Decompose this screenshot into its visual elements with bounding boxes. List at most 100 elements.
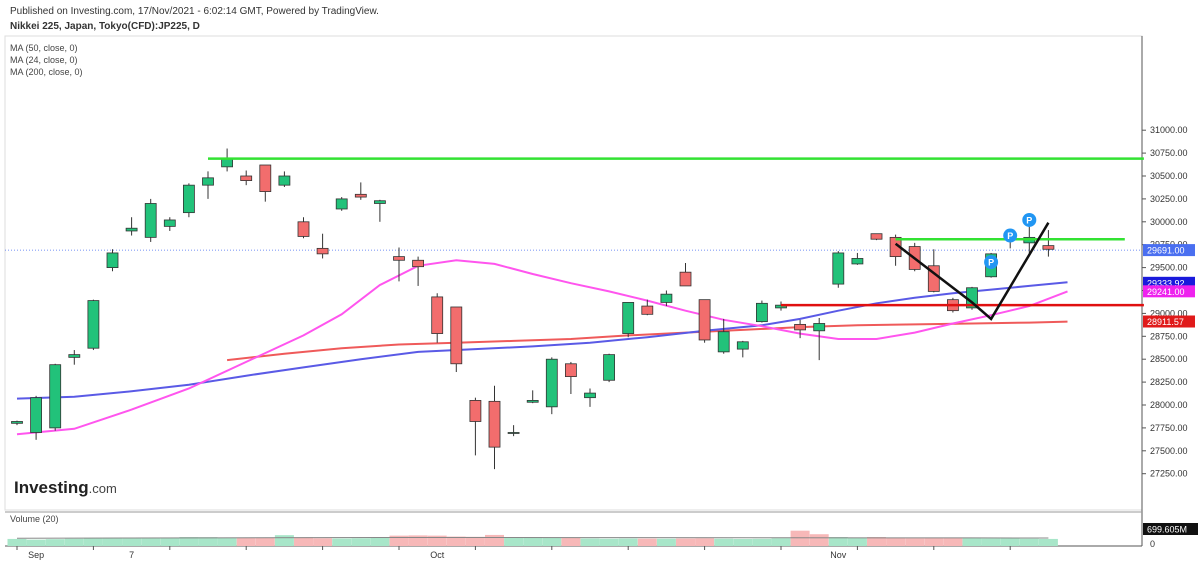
candle bbox=[125, 217, 138, 236]
candle-body bbox=[106, 252, 119, 269]
instrument-title: Nikkei 225, Japan, Tokyo(CFD):JP225, D bbox=[10, 21, 200, 32]
candle-body bbox=[1042, 245, 1055, 250]
pivot-marker-icon: P bbox=[1022, 212, 1037, 227]
candle-body bbox=[545, 358, 558, 408]
candle bbox=[469, 397, 482, 456]
candle bbox=[736, 340, 749, 358]
volume-bar bbox=[656, 538, 676, 546]
candle bbox=[813, 317, 826, 361]
candle bbox=[68, 350, 81, 365]
ma50-line bbox=[16, 259, 1068, 436]
volume-bar bbox=[809, 534, 829, 546]
candle-body bbox=[297, 221, 310, 237]
candle-body bbox=[832, 252, 845, 285]
volume-bar bbox=[294, 537, 313, 546]
volume-badge-bg bbox=[1143, 523, 1198, 535]
y-tick-label: 30250.00 bbox=[1150, 194, 1188, 204]
candle-body bbox=[450, 306, 463, 365]
price-axis-badge: 28911.57 bbox=[1143, 315, 1195, 328]
candle-body bbox=[717, 331, 730, 353]
volume-bar bbox=[790, 530, 810, 546]
candle bbox=[526, 390, 539, 404]
candle bbox=[870, 233, 883, 241]
volume-bar bbox=[332, 538, 352, 546]
volume-bar bbox=[504, 537, 524, 546]
candle-body bbox=[49, 364, 62, 429]
x-tick-label: Sep bbox=[28, 550, 44, 560]
volume-bar bbox=[236, 537, 256, 546]
pivot-marker-label: P bbox=[1007, 231, 1013, 241]
candle-body bbox=[641, 305, 654, 315]
volume-bar bbox=[389, 535, 409, 546]
candle-body bbox=[202, 177, 214, 186]
volume-bar bbox=[828, 537, 848, 546]
y-tick-label: 27250.00 bbox=[1150, 469, 1188, 479]
candle bbox=[144, 198, 157, 242]
indicator-ma200[interactable]: MA (200, close, 0) bbox=[10, 67, 83, 77]
pivot-marker-label: P bbox=[1026, 215, 1032, 225]
volume-zero-label: 0 bbox=[1150, 539, 1155, 549]
y-tick-label: 30500.00 bbox=[1150, 171, 1188, 181]
volume-bar bbox=[1000, 538, 1020, 546]
logo-main: Investing bbox=[14, 478, 89, 497]
candle-body bbox=[431, 296, 444, 334]
volume-bar bbox=[45, 539, 65, 546]
candle-body bbox=[565, 363, 577, 378]
volume-bar bbox=[580, 538, 600, 546]
candle bbox=[163, 217, 176, 231]
volume-bar bbox=[446, 536, 466, 546]
volume-badge-text: 699.605M bbox=[1147, 525, 1187, 535]
volume-value-badge: 699.605M bbox=[1143, 523, 1198, 535]
candle-body bbox=[851, 258, 864, 265]
pivot-marker-circle bbox=[984, 255, 999, 270]
candle bbox=[49, 363, 62, 431]
candle-body bbox=[163, 219, 176, 227]
volume-bar bbox=[217, 537, 237, 546]
pivot-marker-icon: P bbox=[984, 255, 999, 270]
candle-body bbox=[756, 302, 768, 323]
candle-body bbox=[526, 400, 539, 403]
pivot-marker-label: P bbox=[988, 258, 994, 268]
volume-bar bbox=[752, 538, 772, 546]
volume-bar bbox=[427, 535, 447, 546]
y-tick-label: 28500.00 bbox=[1150, 354, 1188, 364]
volume-bar bbox=[198, 537, 218, 546]
y-tick-label: 27750.00 bbox=[1150, 423, 1188, 433]
candle bbox=[297, 217, 310, 239]
candle bbox=[488, 385, 501, 470]
y-tick-label: 31000.00 bbox=[1150, 125, 1188, 135]
indicator-ma50[interactable]: MA (50, close, 0) bbox=[10, 43, 78, 53]
candle bbox=[450, 306, 463, 373]
candle-body bbox=[679, 271, 692, 287]
v-pattern-line bbox=[894, 222, 1050, 321]
candle-body bbox=[316, 247, 329, 255]
price-badge-text: 29691.00 bbox=[1147, 246, 1185, 256]
volume-bar bbox=[122, 537, 142, 546]
ma24-line bbox=[16, 281, 1068, 400]
volume-bar bbox=[370, 537, 390, 546]
candle bbox=[756, 300, 768, 323]
price-badge-bg bbox=[1143, 285, 1195, 298]
candle bbox=[1042, 230, 1055, 257]
candle bbox=[584, 388, 596, 407]
candle bbox=[221, 148, 234, 172]
y-tick-label: 28000.00 bbox=[1150, 400, 1188, 410]
candle-body bbox=[144, 203, 157, 238]
volume-bar bbox=[103, 537, 122, 546]
price-badge-text: 29241.00 bbox=[1147, 287, 1185, 297]
logo-suffix: .com bbox=[88, 481, 117, 496]
candle-body bbox=[488, 400, 501, 448]
candle bbox=[106, 249, 119, 272]
indicator-ma24[interactable]: MA (24, close, 0) bbox=[10, 55, 78, 65]
volume-bar bbox=[676, 538, 695, 546]
candle-body bbox=[30, 397, 43, 433]
volume-bar bbox=[981, 538, 1001, 546]
volume-bar bbox=[599, 538, 619, 546]
volume-bar bbox=[618, 538, 638, 546]
volume-bar bbox=[83, 538, 103, 546]
candle-body bbox=[87, 300, 100, 349]
candle-body bbox=[794, 323, 806, 331]
volume-bar bbox=[160, 537, 180, 546]
candle-body bbox=[813, 323, 826, 332]
